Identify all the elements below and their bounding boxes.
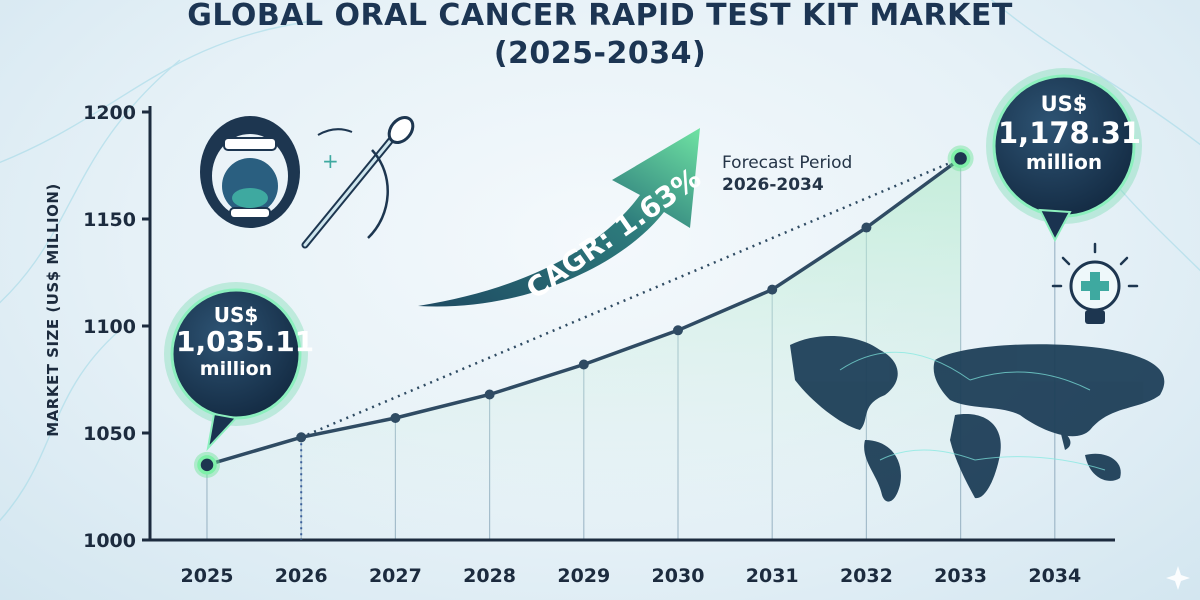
sparkle-icon [1166, 566, 1190, 590]
end-unit: million [1025, 150, 1103, 174]
data-point [484, 389, 495, 400]
end-value-bubble: US$ 1,178.31 million [998, 92, 1142, 174]
start-currency: US$ [213, 303, 259, 327]
start-value-bubble-shape [164, 282, 308, 452]
axes [142, 106, 1115, 542]
y-tick-label: 1050 [83, 423, 136, 445]
start-value: 1,035.11 [176, 325, 315, 358]
x-tick-label: 2029 [557, 565, 610, 587]
end-currency: US$ [1040, 92, 1088, 116]
x-tick-label: 2034 [1028, 565, 1081, 587]
lightbulb-cross-icon [1051, 242, 1139, 324]
y-tick-label: 1150 [83, 209, 136, 231]
tick-labels: 1000 1050 1100 1150 1200 2025 2026 2027 2028 2029… [83, 102, 1081, 587]
end-value: 1,178.31 [998, 116, 1142, 150]
data-points [194, 145, 974, 478]
data-point [390, 413, 401, 424]
mouth-icon [200, 116, 300, 228]
x-tick-label: 2032 [840, 565, 893, 587]
end-value-bubble-shape [986, 68, 1142, 243]
data-point [861, 222, 872, 233]
y-tick-label: 1200 [83, 102, 136, 124]
data-point [296, 432, 307, 443]
map-network-lines [839, 351, 1106, 471]
x-tick-label: 2033 [934, 565, 987, 587]
y-tick-label: 1000 [83, 530, 136, 552]
cagr-trend-dotted-line [300, 157, 962, 439]
start-unit: million [199, 358, 273, 380]
x-tick-label: 2025 [181, 565, 234, 587]
svg-text:+: + [322, 149, 339, 173]
data-point-highlight [197, 455, 217, 475]
cagr-arrow [418, 128, 700, 307]
area-fill [207, 158, 961, 540]
x-tick-label: 2031 [746, 565, 799, 587]
x-tick-label: 2028 [463, 565, 516, 587]
swab-icon: + [301, 115, 415, 249]
world-map-icon [790, 335, 1165, 502]
x-tick-label: 2030 [652, 565, 705, 587]
data-point [578, 359, 589, 370]
forecast-label: Forecast Period [722, 153, 853, 173]
y-tick-label: 1100 [83, 316, 136, 338]
data-point-highlight [950, 148, 971, 169]
chart-title-line1: GLOBAL ORAL CANCER RAPID TEST KIT MARKET [187, 0, 1013, 33]
chart-title-line2: (2025-2034) [493, 36, 707, 71]
y-axis-label: MARKET SIZE (US$ MILLION) [44, 183, 62, 437]
x-tick-label: 2027 [369, 565, 422, 587]
forecast-period: Forecast Period 2026-2034 [722, 152, 852, 196]
x-tick-label: 2026 [275, 565, 328, 587]
data-point [673, 325, 683, 336]
start-value-bubble: US$ 1,035.11 million [176, 303, 315, 380]
cagr-label: CAGR: 1.63% [520, 161, 707, 306]
forecast-range: 2026-2034 [722, 175, 824, 195]
data-point [767, 284, 778, 295]
